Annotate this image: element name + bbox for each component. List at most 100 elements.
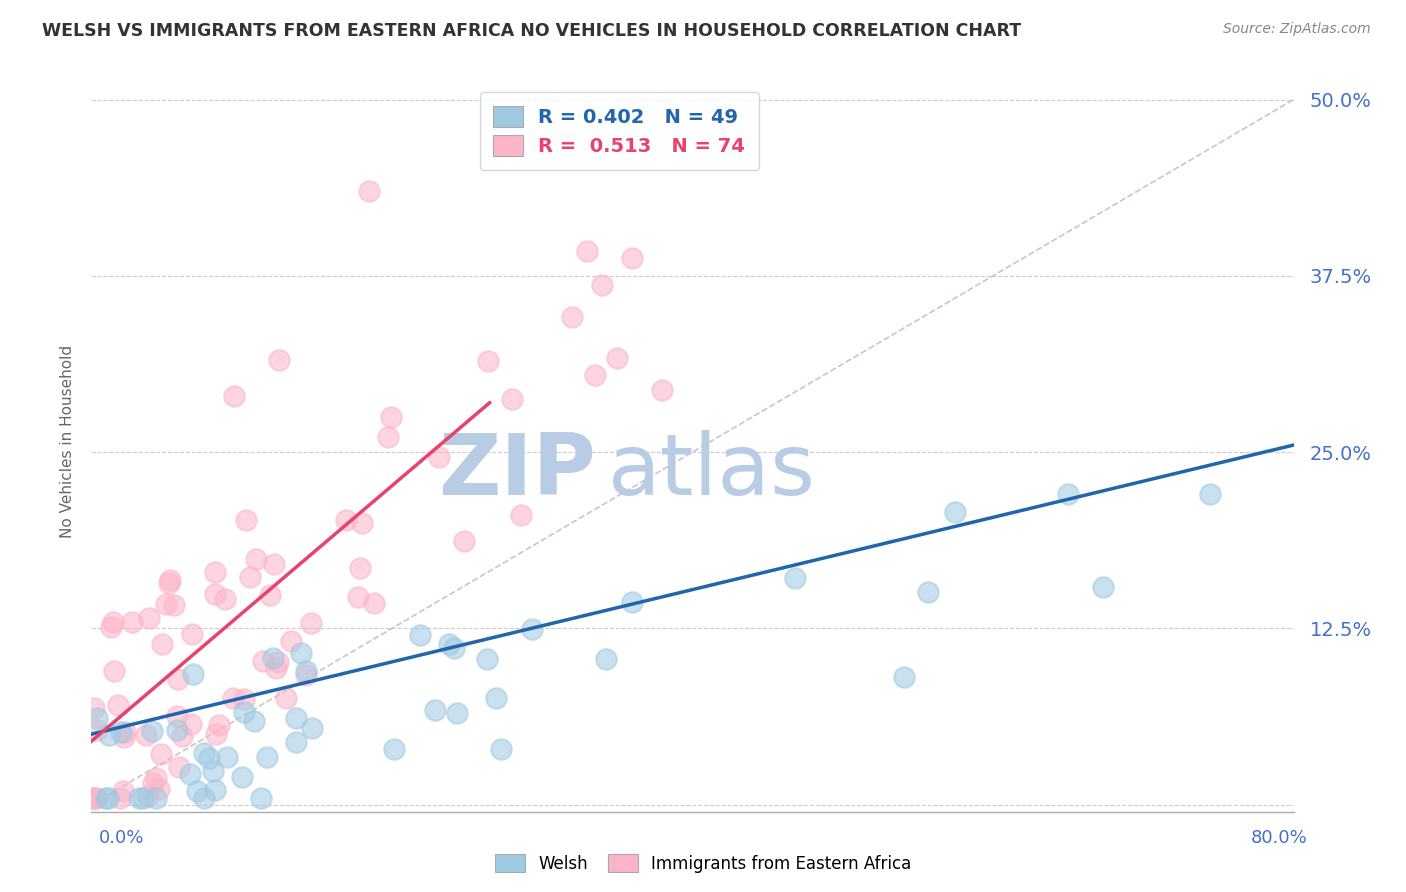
Point xyxy=(193,746,215,760)
Text: atlas: atlas xyxy=(609,430,817,513)
Point xyxy=(893,670,915,684)
Point xyxy=(377,430,399,444)
Point xyxy=(239,570,262,584)
Point xyxy=(179,767,201,781)
Point xyxy=(501,392,523,406)
Point xyxy=(1199,487,1222,501)
Point xyxy=(561,310,583,325)
Point xyxy=(111,783,134,797)
Point xyxy=(136,789,159,803)
Point xyxy=(167,760,190,774)
Point xyxy=(294,668,316,682)
Point xyxy=(148,781,170,796)
Point xyxy=(583,368,606,382)
Point xyxy=(267,655,290,669)
Point xyxy=(485,691,508,706)
Point xyxy=(252,654,274,668)
Point xyxy=(352,516,374,530)
Point xyxy=(280,633,302,648)
Point xyxy=(785,572,807,586)
Point xyxy=(1056,487,1078,501)
Point xyxy=(201,764,224,778)
Point xyxy=(917,584,939,599)
Point xyxy=(97,728,120,742)
Point xyxy=(453,534,475,549)
Point xyxy=(427,450,450,464)
Point xyxy=(163,598,186,612)
Point xyxy=(224,389,246,403)
Point xyxy=(107,698,129,713)
Point xyxy=(215,749,238,764)
Point xyxy=(157,576,180,591)
Point xyxy=(285,735,308,749)
Point xyxy=(135,728,157,742)
Point xyxy=(110,725,132,739)
Point xyxy=(145,790,167,805)
Point xyxy=(121,615,143,630)
Point xyxy=(86,790,108,805)
Point xyxy=(204,565,226,579)
Point xyxy=(231,770,253,784)
Point xyxy=(82,790,104,805)
Point xyxy=(243,714,266,728)
Point xyxy=(259,588,281,602)
Point xyxy=(380,409,402,424)
Point xyxy=(620,595,643,609)
Text: 0.0%: 0.0% xyxy=(98,829,143,847)
Point xyxy=(606,351,628,365)
Point xyxy=(443,640,465,655)
Point xyxy=(335,512,357,526)
Point xyxy=(96,790,118,805)
Point xyxy=(943,505,966,519)
Point xyxy=(595,652,617,666)
Point xyxy=(347,591,370,605)
Point xyxy=(103,664,125,678)
Point xyxy=(166,709,188,723)
Point xyxy=(651,383,673,397)
Point xyxy=(591,277,613,292)
Point xyxy=(1092,580,1115,594)
Point xyxy=(208,717,231,731)
Point xyxy=(475,651,498,665)
Point xyxy=(142,776,165,790)
Point xyxy=(232,692,254,706)
Point xyxy=(83,790,105,805)
Point xyxy=(180,627,202,641)
Point xyxy=(489,741,512,756)
Point xyxy=(299,616,322,631)
Point xyxy=(214,591,236,606)
Point xyxy=(132,790,155,805)
Point xyxy=(269,353,291,368)
Legend: Welsh, Immigrants from Eastern Africa: Welsh, Immigrants from Eastern Africa xyxy=(488,847,918,880)
Point xyxy=(621,252,644,266)
Text: 80.0%: 80.0% xyxy=(1251,829,1308,847)
Point xyxy=(423,703,446,717)
Point xyxy=(274,691,297,706)
Point xyxy=(446,706,468,721)
Legend: R = 0.402   N = 49, R =  0.513   N = 74: R = 0.402 N = 49, R = 0.513 N = 74 xyxy=(479,92,759,169)
Text: WELSH VS IMMIGRANTS FROM EASTERN AFRICA NO VEHICLES IN HOUSEHOLD CORRELATION CHA: WELSH VS IMMIGRANTS FROM EASTERN AFRICA … xyxy=(42,22,1021,40)
Point xyxy=(101,615,124,629)
Point xyxy=(222,690,245,705)
Point xyxy=(233,705,256,719)
Point xyxy=(363,596,385,610)
Text: ZIP: ZIP xyxy=(439,430,596,513)
Point xyxy=(409,628,432,642)
Point xyxy=(167,672,190,686)
Point xyxy=(180,717,202,731)
Y-axis label: No Vehicles in Household: No Vehicles in Household xyxy=(59,345,75,538)
Point xyxy=(294,664,316,678)
Point xyxy=(263,558,285,572)
Point xyxy=(155,598,177,612)
Point xyxy=(97,790,120,805)
Point xyxy=(349,560,371,574)
Point xyxy=(170,730,193,744)
Point xyxy=(249,790,271,805)
Point xyxy=(576,244,599,258)
Point xyxy=(150,638,173,652)
Point xyxy=(290,646,312,660)
Point xyxy=(141,723,163,738)
Point xyxy=(204,587,226,601)
Point xyxy=(204,782,226,797)
Point xyxy=(520,622,543,636)
